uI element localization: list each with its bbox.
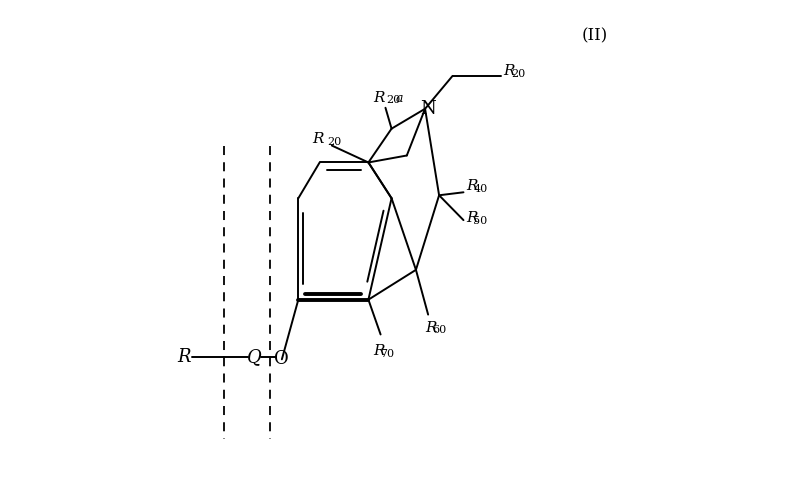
Text: (II): (II) [582, 28, 608, 45]
Text: R: R [177, 348, 191, 366]
Text: a: a [396, 92, 403, 105]
Text: Q: Q [247, 348, 262, 366]
Text: R: R [425, 321, 437, 335]
Text: 20: 20 [327, 137, 341, 146]
Text: 20: 20 [387, 95, 401, 105]
Text: R: R [374, 344, 385, 358]
Text: 20: 20 [511, 69, 526, 79]
Text: N: N [420, 100, 436, 118]
Text: O: O [274, 350, 289, 369]
Text: R: R [504, 64, 515, 78]
Text: 70: 70 [381, 349, 395, 359]
Text: R: R [374, 91, 385, 105]
Text: 60: 60 [433, 326, 447, 336]
Text: 40: 40 [474, 185, 488, 194]
Text: R: R [466, 211, 478, 225]
Text: R: R [466, 179, 478, 193]
Text: 50: 50 [474, 216, 488, 226]
Text: R: R [313, 131, 324, 145]
